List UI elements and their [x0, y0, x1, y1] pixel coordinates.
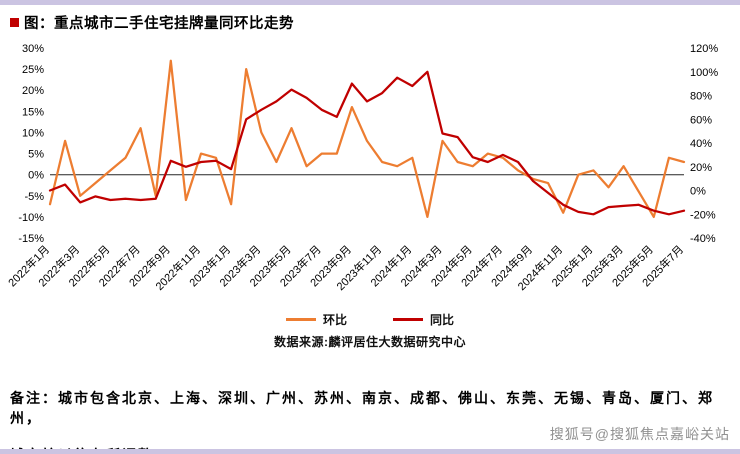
svg-text:-40%: -40%: [690, 233, 716, 245]
svg-text:20%: 20%: [22, 85, 44, 97]
legend-item-mom: 环比: [285, 311, 347, 328]
legend-line-yoy: [393, 318, 423, 321]
chart-title: 图：重点城市二手住宅挂牌量同环比走势: [24, 16, 294, 32]
svg-text:30%: 30%: [22, 43, 44, 55]
bottom-edge-band: [0, 449, 740, 454]
chart-canvas: 30% 25% 20% 15% 10% 5% 0% -5% -10% -15% 120% 100% 80…: [5, 43, 718, 293]
footnote: 备注：城市包含北京、上海、深圳、广州、苏州、南京、成都、佛山、东莞、无锡、青岛、…: [10, 388, 740, 454]
svg-text:20%: 20%: [690, 162, 712, 174]
svg-text:80%: 80%: [690, 91, 712, 103]
chart-title-row: 图：重点城市二手住宅挂牌量同环比走势: [10, 12, 294, 33]
legend-item-yoy: 同比: [393, 311, 454, 328]
svg-text:15%: 15%: [22, 106, 44, 118]
svg-text:5%: 5%: [28, 149, 44, 161]
svg-text:-5%: -5%: [24, 191, 44, 203]
chart-legend: 环比 同比: [0, 311, 740, 328]
legend-label-mom: 环比: [322, 313, 347, 327]
svg-text:10%: 10%: [22, 127, 44, 139]
legend-line-mom: [285, 318, 316, 321]
title-bullet-square: [10, 18, 19, 27]
svg-text:-20%: -20%: [690, 209, 716, 221]
legend-label-yoy: 同比: [430, 313, 455, 327]
svg-text:0%: 0%: [690, 186, 706, 198]
data-source: 数据来源:麟评居住大数据研究中心: [274, 335, 466, 349]
svg-text:40%: 40%: [690, 138, 712, 150]
svg-text:25%: 25%: [22, 64, 44, 76]
top-edge-band: [0, 0, 740, 5]
svg-text:-10%: -10%: [18, 212, 44, 224]
footnote-line-1: 备注：城市包含北京、上海、深圳、广州、苏州、南京、成都、佛山、东莞、无锡、青岛、…: [10, 390, 714, 426]
svg-text:0%: 0%: [28, 170, 44, 182]
watermark: 搜狐号@搜狐焦点嘉峪关站: [549, 426, 730, 442]
svg-text:120%: 120%: [690, 43, 718, 55]
svg-text:-15%: -15%: [18, 233, 44, 245]
svg-text:100%: 100%: [690, 67, 718, 79]
svg-text:60%: 60%: [690, 114, 712, 126]
line-chart: 30% 25% 20% 15% 10% 5% 0% -5% -10% -15% 120% 100% 80…: [0, 34, 740, 310]
